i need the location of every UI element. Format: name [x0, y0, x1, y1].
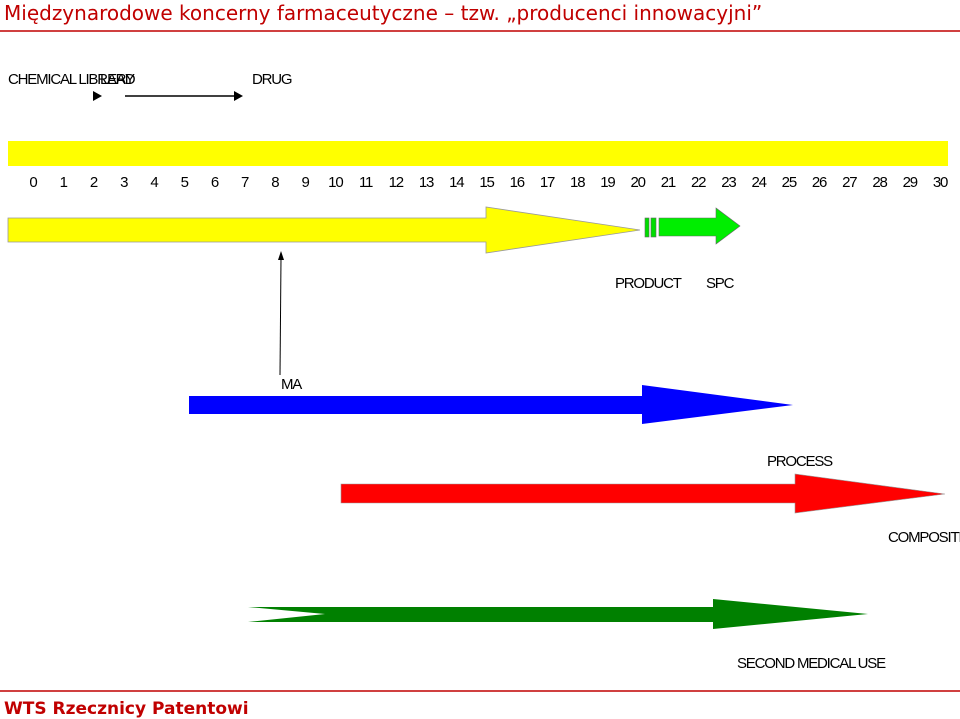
year-label: 16 [510, 174, 525, 191]
arrow-head [278, 251, 284, 260]
footer: WTS Rzecznicy Patentowi [4, 699, 249, 719]
year-label: 23 [721, 174, 736, 191]
stage-label: CHEMICAL LIBRARY [8, 71, 135, 88]
year-label: 13 [419, 174, 434, 191]
year-label: 29 [903, 174, 918, 191]
bar [644, 217, 650, 238]
year-label: 18 [570, 174, 585, 191]
year-label: 17 [540, 174, 555, 191]
arrow [279, 257, 282, 376]
year-label: 27 [842, 174, 857, 191]
spc-arrow [658, 207, 741, 245]
timeline-band [8, 141, 948, 166]
year-label: 7 [241, 174, 249, 191]
stage-label: DRUG [252, 71, 292, 88]
label: PRODUCT [615, 275, 682, 292]
year-label: 26 [812, 174, 827, 191]
year-label: 14 [449, 174, 464, 191]
title: Międzynarodowe koncerny farmaceutyczne –… [4, 1, 762, 25]
blue-arrow [189, 385, 793, 424]
year-label: 5 [181, 174, 189, 191]
year-label: 4 [150, 174, 158, 191]
label: COMPOSITION [888, 529, 960, 546]
year-label: 2 [90, 174, 98, 191]
year-label: 11 [359, 174, 373, 191]
year-label: 25 [782, 174, 797, 191]
year-label: 21 [661, 174, 676, 191]
label: PROCESS [767, 453, 833, 470]
label: SPC [706, 275, 735, 292]
year-label: 22 [691, 174, 706, 191]
year-label: 12 [389, 174, 404, 191]
year-label: 1 [60, 174, 68, 191]
year-label: 19 [600, 174, 615, 191]
arrow-head [234, 91, 243, 101]
year-label: 24 [751, 174, 766, 191]
bar [650, 217, 657, 238]
green-arrow [248, 599, 868, 629]
year-label: 8 [271, 174, 279, 191]
year-label: 3 [120, 174, 128, 191]
year-label: 10 [328, 174, 343, 191]
year-label: 6 [211, 174, 219, 191]
stage-label: LEAD [100, 71, 136, 88]
year-label: 20 [631, 174, 646, 191]
arrow-head [93, 91, 102, 101]
red-arrow [340, 473, 946, 514]
year-label: 15 [479, 174, 494, 191]
label: MA [281, 376, 302, 393]
year-label: 9 [302, 174, 310, 191]
timeline: 0 1 2 3 4 5 6 7 8 9 10 11 12 13 14 15 16 17 18 19 20 21 22 23 24… [29, 174, 949, 191]
year-label: 28 [872, 174, 887, 191]
year-label: 0 [29, 174, 37, 191]
label: SECOND MEDICAL USE [737, 655, 886, 672]
year-label: 30 [933, 174, 948, 191]
patent-arrow [7, 206, 641, 254]
